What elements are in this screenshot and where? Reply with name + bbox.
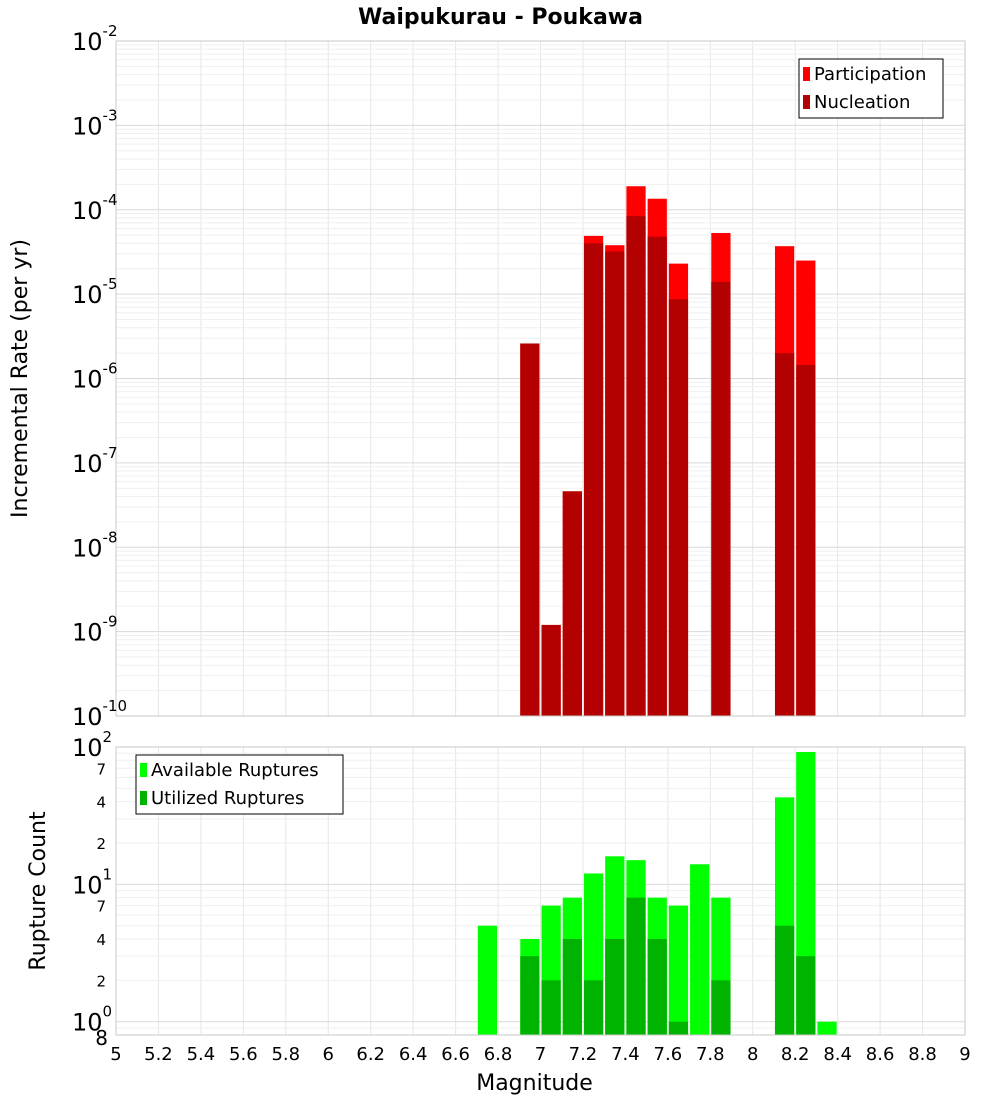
x-tick-label: 9 (959, 1044, 970, 1065)
nucleation-legend-swatch (803, 95, 810, 109)
available-ruptures-bar (690, 864, 710, 1035)
utilized-ruptures-bar (541, 980, 561, 1035)
count-y-minor-tick-label: 4 (96, 794, 106, 812)
nucleation-bar (562, 491, 582, 716)
count-y-tick-label: 102 (72, 728, 112, 762)
x-tick-label: 8.4 (823, 1044, 852, 1065)
x-axis-label: Magnitude (476, 1071, 593, 1096)
count-y-tick-label: 101 (72, 865, 112, 899)
x-tick-label: 7.6 (654, 1044, 683, 1065)
x-tick-label: 8.2 (781, 1044, 810, 1065)
x-tick-label: 5.4 (187, 1044, 216, 1065)
available-ruptures-legend-label: Available Ruptures (151, 760, 319, 781)
count-y-minor-tick-label: 7 (96, 898, 106, 916)
x-tick-label: 8.6 (866, 1044, 895, 1065)
rate-y-tick-label: 10-10 (72, 697, 127, 731)
rate-legend-box (798, 58, 944, 119)
utilized-ruptures-legend-label: Utilized Ruptures (151, 788, 304, 809)
available-ruptures-bar (668, 905, 689, 1035)
available-ruptures-bar (817, 1021, 837, 1035)
utilized-ruptures-bar (668, 1021, 689, 1035)
utilized-ruptures-legend-swatch (140, 791, 147, 805)
participation-legend-swatch (803, 67, 810, 81)
utilized-ruptures-bar (626, 897, 646, 1035)
utilized-ruptures-bar (520, 956, 540, 1035)
count-legend-box (135, 754, 344, 815)
x-tick-label: 5.8 (271, 1044, 300, 1065)
count-y-tick-label: 100 (72, 1003, 112, 1037)
nucleation-bar (796, 364, 816, 716)
count-plot-border (115, 746, 966, 1036)
utilized-ruptures-bar (711, 980, 731, 1035)
nucleation-bar (605, 251, 625, 716)
x-tick-label: 8 (747, 1044, 758, 1065)
rate-plot-border (115, 40, 966, 717)
x-tick-label: 6.6 (441, 1044, 470, 1065)
rate-y-tick-label: 10-5 (72, 275, 118, 309)
count-y-minor-tick-label: 2 (96, 835, 106, 853)
nucleation-bar (668, 299, 689, 716)
x-tick-label: 6.4 (399, 1044, 428, 1065)
utilized-ruptures-bar (796, 956, 816, 1035)
nucleation-bar (541, 624, 561, 716)
rate-y-tick-label: 10-6 (72, 360, 118, 394)
x-tick-label: 6.2 (356, 1044, 385, 1065)
rate-y-tick-label: 10-2 (72, 22, 118, 56)
utilized-ruptures-bar (647, 939, 667, 1035)
nucleation-bar (774, 353, 795, 716)
x-tick-label: 6 (323, 1044, 334, 1065)
x-tick-label: 5.6 (229, 1044, 258, 1065)
available-ruptures-legend-swatch (140, 763, 147, 777)
rate-y-axis-label: Incremental Rate (per yr) (8, 239, 33, 518)
nucleation-bar (583, 243, 604, 717)
utilized-ruptures-bar (583, 980, 604, 1035)
x-tick-label: 8.8 (908, 1044, 937, 1065)
count-y-minor-tick-label: 2 (96, 972, 106, 990)
x-tick-label: 6.8 (484, 1044, 513, 1065)
nucleation-bar (520, 343, 540, 716)
rate-y-tick-label: 10-3 (72, 106, 118, 140)
x-tick-label: 5.2 (144, 1044, 173, 1065)
x-tick-label: 7.8 (696, 1044, 725, 1065)
nucleation-legend-label: Nucleation (814, 92, 910, 113)
count-y-minor-tick-label: 4 (96, 931, 106, 949)
rate-y-tick-label: 10-8 (72, 528, 118, 562)
x-tick-label: 7 (535, 1044, 546, 1065)
rate-y-tick-label: 10-4 (72, 191, 118, 225)
count-y-minor-tick-label: 7 (96, 760, 106, 778)
participation-legend-label: Participation (814, 64, 926, 85)
nucleation-bar (647, 236, 667, 716)
utilized-ruptures-bar (774, 925, 795, 1035)
utilized-ruptures-bar (605, 939, 625, 1035)
x-tick-label: 7.4 (611, 1044, 640, 1065)
available-ruptures-bar (477, 925, 498, 1035)
count-y-minor-tick-label: 8 (95, 1026, 108, 1050)
rate-y-tick-label: 10-7 (72, 444, 118, 478)
rate-y-tick-label: 10-9 (72, 613, 118, 647)
nucleation-bar (711, 281, 731, 716)
chart-title: Waipukurau - Poukawa (358, 5, 643, 30)
x-tick-label: 5 (110, 1044, 121, 1065)
nucleation-bar (626, 216, 646, 717)
x-tick-label: 7.2 (569, 1044, 598, 1065)
count-y-axis-label: Rupture Count (26, 811, 51, 971)
utilized-ruptures-bar (562, 939, 582, 1035)
